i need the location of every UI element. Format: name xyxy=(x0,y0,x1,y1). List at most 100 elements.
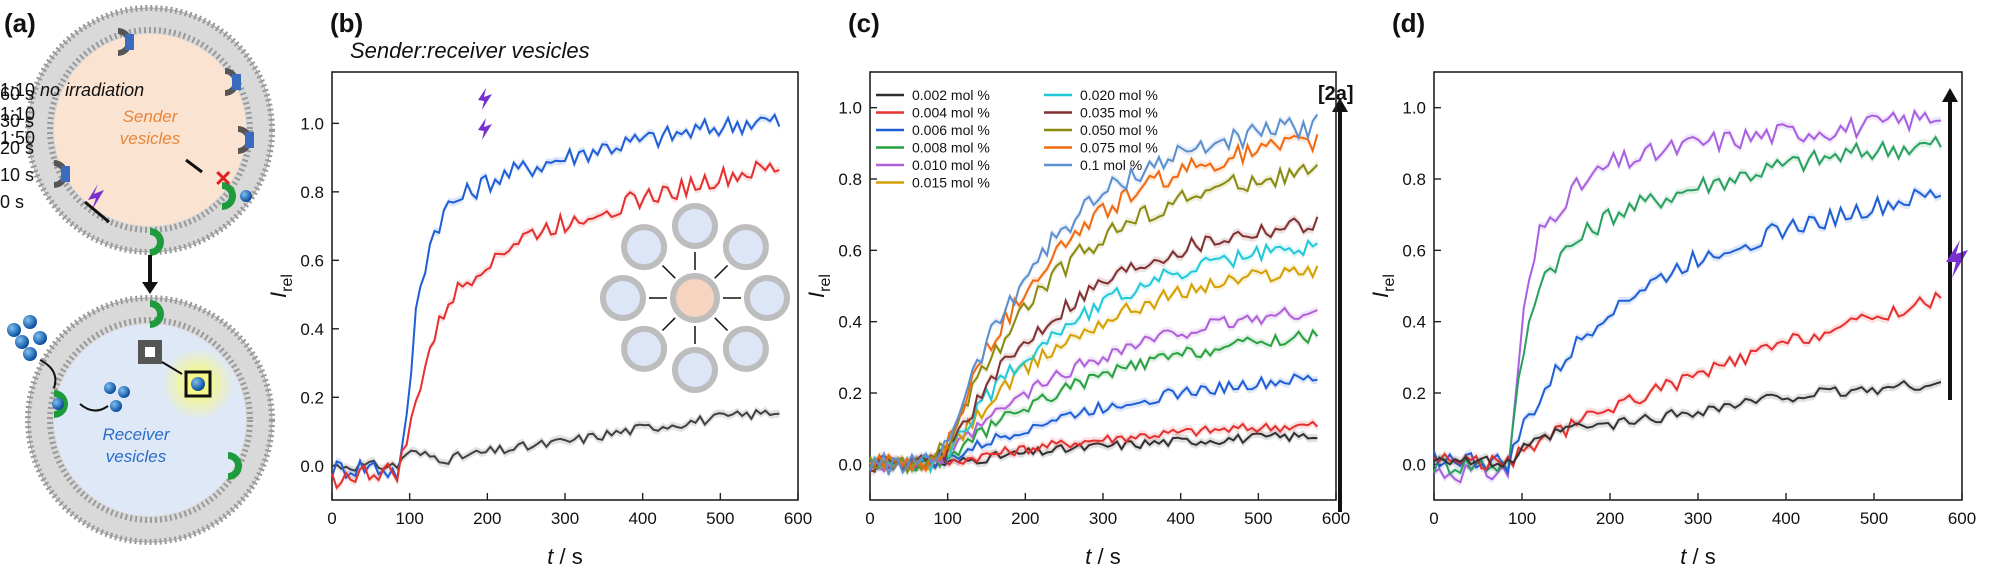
receiver-vesicles-icon xyxy=(600,203,790,393)
x-tick-label: 600 xyxy=(1948,509,1976,528)
series-line xyxy=(1433,135,1942,476)
legend-label: 0.008 mol % xyxy=(912,140,990,156)
light-bolt-icon xyxy=(1946,240,1968,278)
receiver-lipid-heads-outer xyxy=(25,295,275,545)
series-line xyxy=(869,114,1319,476)
series-line xyxy=(1433,291,1942,471)
series-band xyxy=(1434,107,1941,487)
probe-arrow-icon xyxy=(161,361,183,375)
binding-arrow-icon xyxy=(185,158,203,174)
series-band xyxy=(870,262,1318,475)
x-tick-label: 300 xyxy=(551,509,579,528)
receptor-icon xyxy=(52,390,68,418)
light-bolt-icon xyxy=(478,88,492,110)
y-tick-label: 0.4 xyxy=(1402,313,1426,332)
broadcast-arrow-icon xyxy=(714,264,729,279)
y-axis-label: Irel xyxy=(804,274,834,298)
x-tick-label: 0 xyxy=(865,509,874,528)
legend-label: 30 s xyxy=(0,111,34,131)
legend-label: 0.1 mol % xyxy=(1080,157,1142,173)
down-arrow-icon xyxy=(142,255,158,294)
probe-core-icon xyxy=(145,347,155,357)
series-line xyxy=(1433,379,1942,468)
x-tick-label: 500 xyxy=(1244,509,1272,528)
probe-bound-icon xyxy=(184,370,212,398)
x-tick-label: 0 xyxy=(327,509,336,528)
x-tick-label: 400 xyxy=(1166,509,1194,528)
series-line xyxy=(869,163,1319,475)
release-arrow-icon xyxy=(84,200,110,224)
y-tick-label: 0.6 xyxy=(300,251,324,270)
receiver-vesicle-icon xyxy=(744,275,790,321)
y-tick-label: 0.0 xyxy=(300,457,324,476)
series-band xyxy=(1434,133,1941,478)
arrow-head-icon xyxy=(1942,88,1958,102)
panel-b-subtitle: Sender:receiver vesicles xyxy=(350,38,590,63)
legend-label: 0.015 mol % xyxy=(912,175,990,191)
broadcast-arrow-icon xyxy=(714,317,729,332)
series-line xyxy=(331,160,780,490)
x-tick-label: 200 xyxy=(1011,509,1039,528)
receptor-icon xyxy=(150,228,164,256)
x-axis-label: t / s xyxy=(1085,544,1120,569)
x-tick-label: 100 xyxy=(1508,509,1536,528)
legend-label: 0.050 mol % xyxy=(1080,122,1158,138)
series-line xyxy=(869,134,1319,473)
y-tick-label: 1.0 xyxy=(838,99,862,118)
receptor-icon xyxy=(222,182,252,210)
y-tick-label: 0.6 xyxy=(838,241,862,260)
broadcast-arrow-icon xyxy=(661,317,676,332)
light-bolt-icon xyxy=(88,184,104,210)
x-tick-label: 300 xyxy=(1089,509,1117,528)
x-tick-label: 300 xyxy=(1684,509,1712,528)
legend-label: 1:50 xyxy=(0,128,35,148)
x-tick-label: 400 xyxy=(628,509,656,528)
receiver-lipid-heads-inner xyxy=(47,317,253,523)
broadcast-diagram xyxy=(600,203,790,393)
series-line xyxy=(1433,188,1942,475)
sender-vesicle: Sender vesicles ✕ xyxy=(25,5,275,256)
light-bolt-icon xyxy=(478,118,492,140)
y-tick-label: 0.4 xyxy=(300,320,324,339)
y-tick-label: 0.2 xyxy=(300,388,324,407)
sender-label: Sender vesicles xyxy=(120,107,181,148)
y-tick-label: 0.2 xyxy=(838,384,862,403)
inner-ligand-icon xyxy=(104,382,130,412)
receiver-vesicle: Receiver vesicles xyxy=(7,295,275,545)
x-tick-label: 100 xyxy=(395,509,423,528)
x-tick-label: 0 xyxy=(1429,509,1438,528)
legend-label: 0.035 mol % xyxy=(1080,105,1158,121)
series-line xyxy=(331,112,781,483)
x-tick-label: 600 xyxy=(1322,509,1350,528)
legend-label: 1:10 no irradiation xyxy=(0,80,144,100)
receiver-vesicle-icon xyxy=(672,203,718,249)
x-axis-label: t / s xyxy=(1680,544,1715,569)
y-axis-label: Irel xyxy=(266,274,296,298)
legend-label: 0.010 mol % xyxy=(912,157,990,173)
receiver-vesicle-icon xyxy=(722,325,769,372)
panel-a: (a) Sender vesicles ✕ xyxy=(4,5,275,545)
panel-a-label: (a) xyxy=(4,8,36,38)
bound-ligand-icon xyxy=(191,377,205,391)
legend-label: 0.002 mol % xyxy=(912,87,990,103)
receiver-vesicle-icon xyxy=(621,325,668,372)
y-tick-label: 0.4 xyxy=(838,313,862,332)
caged-receptor-icon xyxy=(238,126,254,154)
series-line xyxy=(869,431,1318,471)
blocked-mark-icon: ✕ xyxy=(214,166,232,191)
legend-label: 10 s xyxy=(0,165,34,185)
y-tick-label: 0.2 xyxy=(1402,384,1426,403)
x-tick-label: 200 xyxy=(1596,509,1624,528)
plot-frame xyxy=(331,71,799,501)
caged-receptor-icon xyxy=(118,28,134,56)
y-axis-label: Irel xyxy=(1368,274,1398,298)
legend-label: 60 s xyxy=(0,84,34,104)
panel-b-label: (b) xyxy=(330,8,363,38)
panel-b: (b) Sender:receiver vesicles 0 100 200 300 4… xyxy=(0,8,812,569)
receiver-vesicle-icon xyxy=(722,224,769,271)
legend-label: 0.004 mol % xyxy=(912,105,990,121)
y-tick-label: 0.0 xyxy=(838,455,862,474)
sender-lumen xyxy=(54,34,246,226)
panel-d-label: (d) xyxy=(1392,8,1425,38)
series-line xyxy=(331,408,780,472)
